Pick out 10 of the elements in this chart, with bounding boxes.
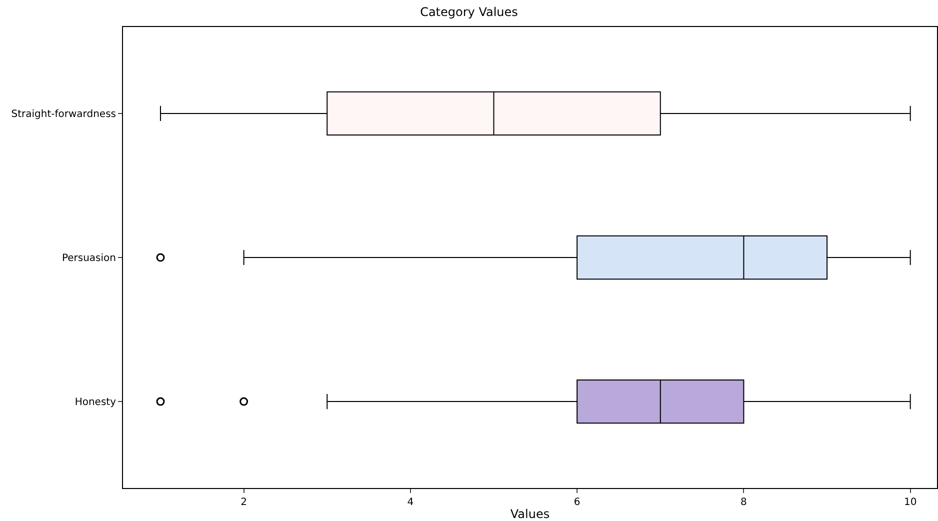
x-tick-label: 10 [904, 497, 917, 508]
y-tick-label: Honesty [74, 397, 116, 408]
chart-title: Category Values [420, 5, 518, 20]
x-tick-label: 6 [574, 497, 580, 508]
x-axis-title: Values [510, 507, 550, 521]
x-tick-label: 2 [240, 497, 247, 508]
y-tick-label: Persuasion [62, 253, 116, 264]
y-tick-label: Straight-forwardness [11, 108, 116, 120]
x-tick-label: 8 [740, 497, 747, 508]
x-tick-label: 4 [407, 497, 414, 508]
